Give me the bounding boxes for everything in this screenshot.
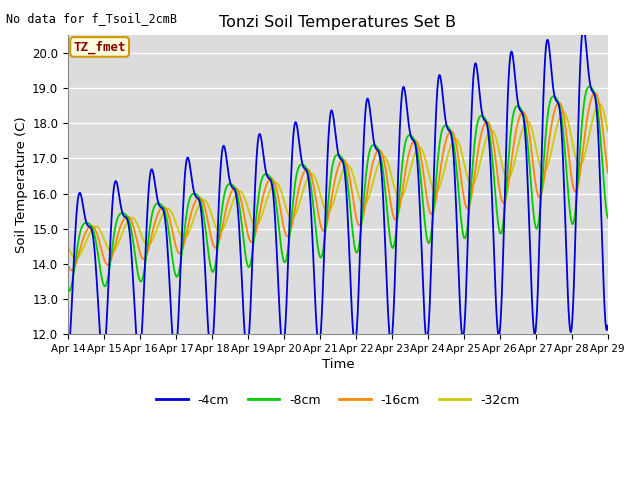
Text: TZ_fmet: TZ_fmet: [74, 40, 126, 54]
Y-axis label: Soil Temperature (C): Soil Temperature (C): [15, 117, 28, 253]
Text: No data for f_Tsoil_2cmB: No data for f_Tsoil_2cmB: [6, 12, 177, 25]
Title: Tonzi Soil Temperatures Set B: Tonzi Soil Temperatures Set B: [220, 15, 456, 30]
Legend: -4cm, -8cm, -16cm, -32cm: -4cm, -8cm, -16cm, -32cm: [151, 389, 524, 411]
X-axis label: Time: Time: [321, 358, 354, 371]
